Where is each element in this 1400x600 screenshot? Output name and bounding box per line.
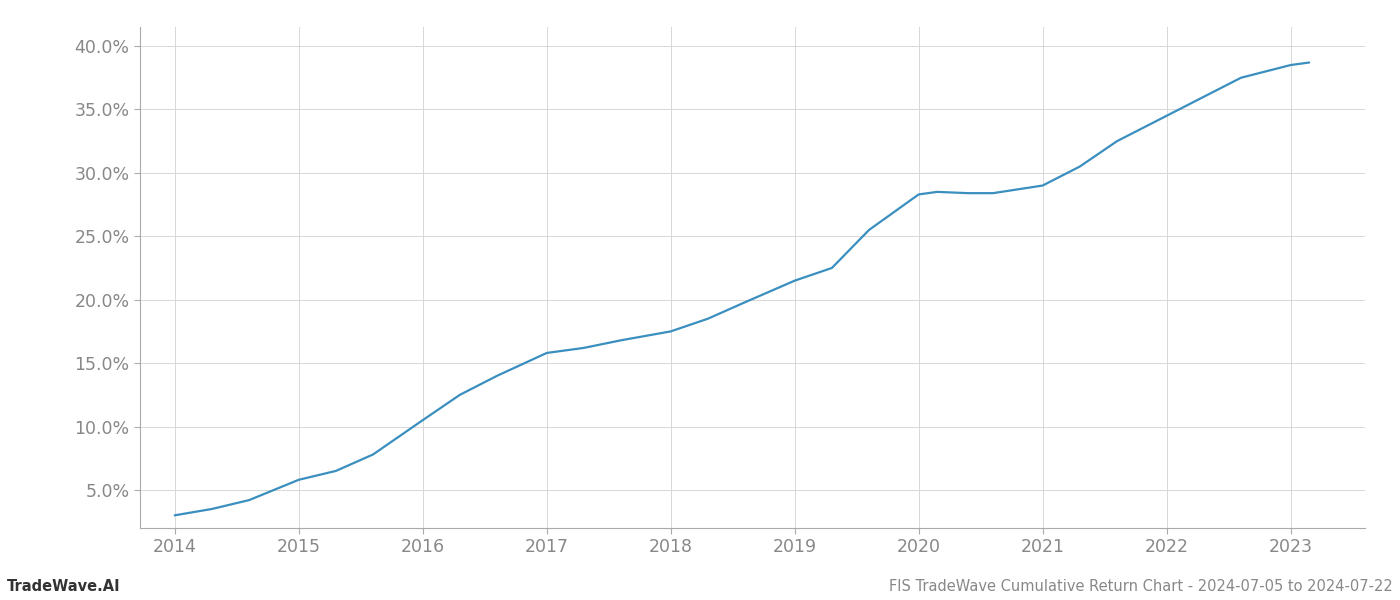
Text: TradeWave.AI: TradeWave.AI	[7, 579, 120, 594]
Text: FIS TradeWave Cumulative Return Chart - 2024-07-05 to 2024-07-22: FIS TradeWave Cumulative Return Chart - …	[889, 579, 1393, 594]
